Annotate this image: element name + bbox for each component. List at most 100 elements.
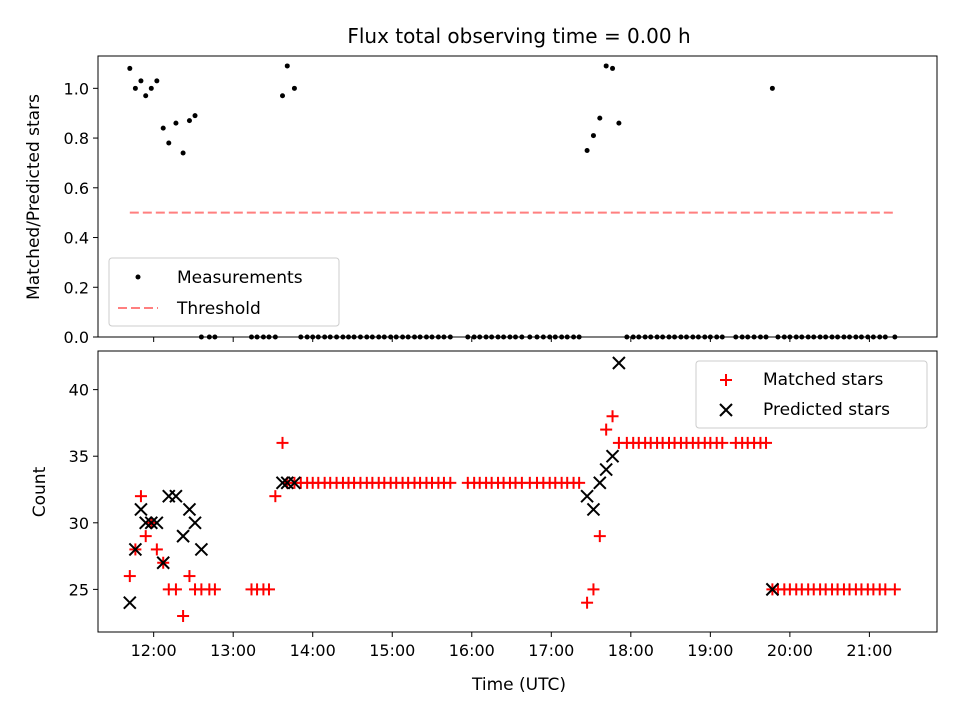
matched-star-point — [581, 596, 594, 609]
top-legend: Measurements Threshold — [108, 257, 340, 327]
top-subplot: Flux total observing time = 0.00 h Match… — [24, 24, 938, 347]
predicted-star-point — [605, 449, 620, 463]
top-y-tick-label: 0.4 — [64, 229, 89, 248]
predicted-star-point — [586, 502, 601, 517]
bottom-x-tick-label: 12:00 — [131, 641, 177, 660]
predicted-star-point — [123, 595, 137, 610]
measurement-point — [280, 93, 286, 99]
predicted-star-point — [150, 516, 164, 530]
top-axes-frame — [97, 55, 938, 338]
bottom-legend: Matched stars Predicted stars — [695, 360, 928, 429]
predicted-star-point — [169, 489, 183, 503]
bottom-y-tick-label: 30 — [69, 514, 89, 533]
measurement-point — [186, 118, 192, 124]
bottom-y-axis-label: Count — [30, 466, 50, 517]
matched-star-point — [276, 436, 289, 449]
matched-star-point — [139, 530, 152, 543]
top-y-tick-label: 1.0 — [64, 79, 89, 98]
matched-star-point — [123, 570, 136, 583]
top-y-axis-label: Matched/Predicted stars — [24, 94, 44, 300]
matched-stars-points — [123, 410, 901, 623]
legend-matched-label: Matched stars — [763, 370, 883, 390]
matched-star-point — [600, 423, 613, 436]
predicted-star-point — [275, 476, 290, 490]
predicted-star-point — [176, 529, 190, 543]
bottom-x-tick-label: 21:00 — [846, 641, 892, 660]
matched-star-point — [269, 490, 282, 503]
legend-measurements-marker — [135, 274, 141, 280]
matched-star-point — [169, 583, 182, 596]
bottom-y-tick-label: 35 — [69, 447, 89, 466]
measurement-point — [603, 63, 609, 69]
predicted-star-point — [182, 502, 197, 517]
matched-star-point — [177, 610, 190, 623]
bottom-x-tick-label: 13:00 — [210, 641, 256, 660]
measurement-point — [148, 85, 154, 91]
measurement-point — [610, 65, 616, 71]
measurement-point — [132, 85, 138, 91]
measurement-point — [616, 120, 622, 126]
bottom-x-tick-label: 15:00 — [369, 641, 415, 660]
predicted-star-point — [593, 476, 607, 490]
measurement-point — [597, 115, 603, 121]
measurement-point — [584, 147, 590, 153]
legend-matched-marker — [720, 374, 732, 386]
predicted-star-point — [139, 516, 153, 530]
bottom-x-tick-label: 20:00 — [767, 641, 813, 660]
bottom-y-tick-label: 25 — [69, 580, 89, 599]
matched-star-point — [134, 490, 147, 503]
top-y-tick-label: 0.6 — [64, 179, 89, 198]
bottom-x-tick-label: 17:00 — [528, 641, 574, 660]
top-y-tick-label: 0.0 — [64, 328, 89, 347]
top-y-tick-label: 0.8 — [64, 129, 89, 148]
bottom-axes-frame — [97, 350, 938, 633]
matched-star-point — [888, 583, 901, 596]
measurement-point — [154, 78, 160, 84]
predicted-star-point — [128, 542, 143, 557]
measurement-point — [138, 78, 144, 84]
bottom-x-tick-label: 19:00 — [687, 641, 733, 660]
matched-star-point — [183, 570, 196, 583]
measurement-point — [284, 63, 290, 69]
bottom-y-ticks: 25 30 35 40 — [69, 381, 98, 599]
predicted-star-point — [134, 502, 148, 517]
predicted-star-point — [156, 556, 170, 570]
matched-star-point — [593, 530, 606, 543]
matched-star-point — [444, 476, 457, 489]
bottom-x-ticks: 12:00 13:00 14:00 15:00 16:00 17:00 18:00 19:00… — [131, 632, 892, 660]
matched-star-point — [606, 410, 619, 423]
predicted-star-point — [580, 489, 594, 503]
predicted-star-point — [599, 462, 613, 477]
measurement-point — [127, 65, 133, 71]
matched-star-point — [150, 543, 163, 556]
legend-threshold-label: Threshold — [176, 299, 261, 319]
measurement-point — [192, 113, 198, 119]
measurement-point — [291, 85, 297, 91]
legend-predicted-marker — [719, 403, 733, 417]
predicted-star-point — [287, 476, 302, 490]
matched-star-point — [208, 583, 221, 596]
bottom-y-tick-label: 40 — [69, 381, 89, 400]
matched-star-point — [587, 583, 600, 596]
x-axis-label: Time (UTC) — [471, 675, 566, 695]
top-y-tick-label: 0.2 — [64, 278, 89, 297]
measurement-point — [590, 133, 596, 139]
bottom-x-tick-label: 18:00 — [608, 641, 654, 660]
measurement-point — [180, 150, 186, 156]
legend-predicted-label: Predicted stars — [763, 400, 890, 420]
predicted-star-point — [612, 356, 626, 370]
bottom-x-tick-label: 16:00 — [449, 641, 495, 660]
predicted-star-point — [765, 582, 780, 597]
predicted-star-point — [188, 516, 202, 530]
measurement-point — [166, 140, 172, 146]
bottom-subplot: Count Time (UTC) 25 30 35 40 12:00 13:00 14:0… — [30, 350, 938, 695]
predicted-star-point — [194, 542, 209, 557]
predicted-stars-points — [123, 356, 780, 610]
matched-star-point — [716, 436, 729, 449]
predicted-star-point — [144, 516, 158, 530]
chart-title: Flux total observing time = 0.00 h — [347, 24, 690, 48]
measurement-point — [769, 85, 775, 91]
measurement-point — [160, 125, 166, 131]
